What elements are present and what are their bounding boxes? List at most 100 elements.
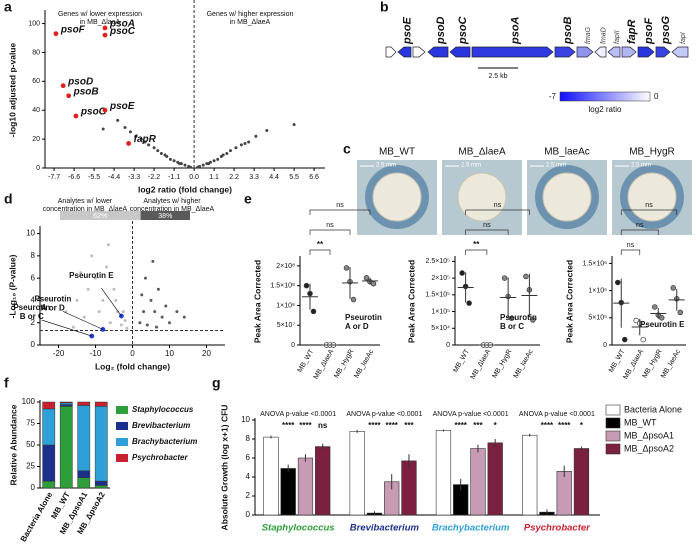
data-point	[106, 243, 110, 247]
y-tick-label: 0	[31, 340, 36, 349]
y-tick-label: 2.5×10⁵	[425, 258, 450, 265]
y-tick-label: 5×10⁴	[431, 325, 450, 332]
bar	[315, 446, 331, 516]
gene-arrow	[655, 46, 671, 58]
data-point	[155, 325, 159, 329]
x-tick-label: MB_ΔlaeA	[470, 348, 493, 380]
colorbar-tick: 0	[654, 92, 659, 101]
y-tick-label: 2	[246, 491, 251, 500]
significance: ****	[558, 421, 571, 430]
x-tick-label: -7.7	[48, 174, 60, 181]
annotation: Pseurotin E	[640, 320, 685, 329]
proportion-bar	[140, 211, 190, 220]
bar-segment	[42, 444, 56, 482]
y-tick-label: 5×10⁷	[277, 322, 296, 329]
colony	[542, 172, 592, 222]
data-point	[523, 273, 529, 280]
annotation: Pseurotin	[500, 313, 537, 322]
data-point	[145, 323, 149, 327]
legend-label: MB_WT	[624, 417, 657, 427]
data-point	[79, 271, 83, 275]
highlight-point	[126, 141, 132, 146]
y-tick-label: 6	[31, 273, 36, 282]
data-point	[75, 298, 79, 302]
highlight-point	[53, 31, 59, 37]
annotation: fapR	[134, 134, 157, 145]
significance: ****	[541, 421, 554, 430]
gene-label: fmaD	[600, 27, 607, 44]
legend-swatch	[605, 443, 621, 455]
data-point	[183, 163, 187, 167]
data-point	[363, 275, 370, 281]
y-tick-label: 1×10⁵	[431, 308, 450, 315]
panel-label: e	[244, 191, 252, 207]
panel-label: c	[343, 141, 351, 157]
data-point	[149, 298, 153, 302]
legend-label: Bacteria Alone	[624, 404, 682, 414]
data-point	[178, 162, 182, 166]
bar-segment	[77, 401, 91, 406]
gene-arrow	[385, 46, 397, 58]
significance: ns	[636, 222, 644, 229]
data-point	[292, 123, 296, 127]
gene-arrow	[671, 46, 689, 58]
data-point	[216, 157, 220, 161]
gene-label: psoD	[435, 16, 447, 45]
significance: ***	[404, 421, 414, 430]
bar	[297, 457, 314, 516]
y-tick-label: 6	[246, 453, 251, 462]
data-point	[156, 149, 160, 153]
annotation: psoE	[109, 101, 135, 112]
bar-segment	[94, 406, 108, 482]
highlight-point	[60, 83, 66, 89]
y-tick-label: 1.5×10⁶	[583, 260, 608, 267]
annotation: concentration in MB_ΔlaeA	[130, 206, 215, 213]
data-point	[459, 270, 465, 276]
data-point	[370, 280, 377, 287]
bar-segment	[77, 405, 91, 472]
data-point	[86, 287, 90, 291]
leader-line	[62, 311, 104, 330]
annotation: Pseurotin	[13, 303, 50, 312]
y-tick-label: 2×10⁸	[276, 263, 295, 270]
data-point	[147, 143, 151, 147]
y-axis-label: Absolute Growth (log x+1) CFU	[219, 405, 229, 531]
bar	[522, 434, 538, 516]
data-point	[172, 159, 176, 163]
bar	[556, 470, 572, 516]
legend-swatch	[116, 454, 128, 462]
y-tick-label: 0	[36, 165, 40, 172]
gene-arrow	[449, 46, 471, 58]
data-point	[247, 140, 251, 144]
y-tick-label: 0	[246, 510, 251, 519]
data-point	[501, 275, 508, 281]
bar	[435, 430, 452, 516]
bar-segment	[77, 477, 91, 489]
data-point	[530, 317, 536, 323]
data-point	[614, 279, 621, 286]
annotation: Pseurotin	[34, 295, 71, 304]
bar-segment	[59, 404, 73, 407]
bar	[487, 442, 503, 516]
significance: *	[494, 421, 498, 430]
gene-arrow	[621, 46, 637, 58]
highlight-point	[73, 113, 79, 119]
significance: ns	[326, 222, 334, 229]
x-tick-label: 0	[130, 349, 135, 358]
data-point	[640, 336, 646, 343]
data-point	[670, 285, 676, 291]
significance: ns	[483, 222, 491, 229]
bracket	[465, 229, 509, 235]
data-point	[350, 296, 357, 303]
colony	[457, 172, 507, 222]
legend-label: Brevibacterium	[132, 421, 190, 430]
bar	[573, 448, 590, 516]
x-axis-label: log2 ratio (fold change)	[138, 184, 232, 194]
data-point	[508, 315, 515, 321]
group-label: Brachybacterium	[432, 523, 510, 534]
significance: ns	[318, 421, 328, 430]
data-point	[153, 310, 157, 314]
data-point	[677, 309, 683, 316]
data-point	[254, 134, 258, 138]
panel-label: b	[380, 0, 389, 15]
